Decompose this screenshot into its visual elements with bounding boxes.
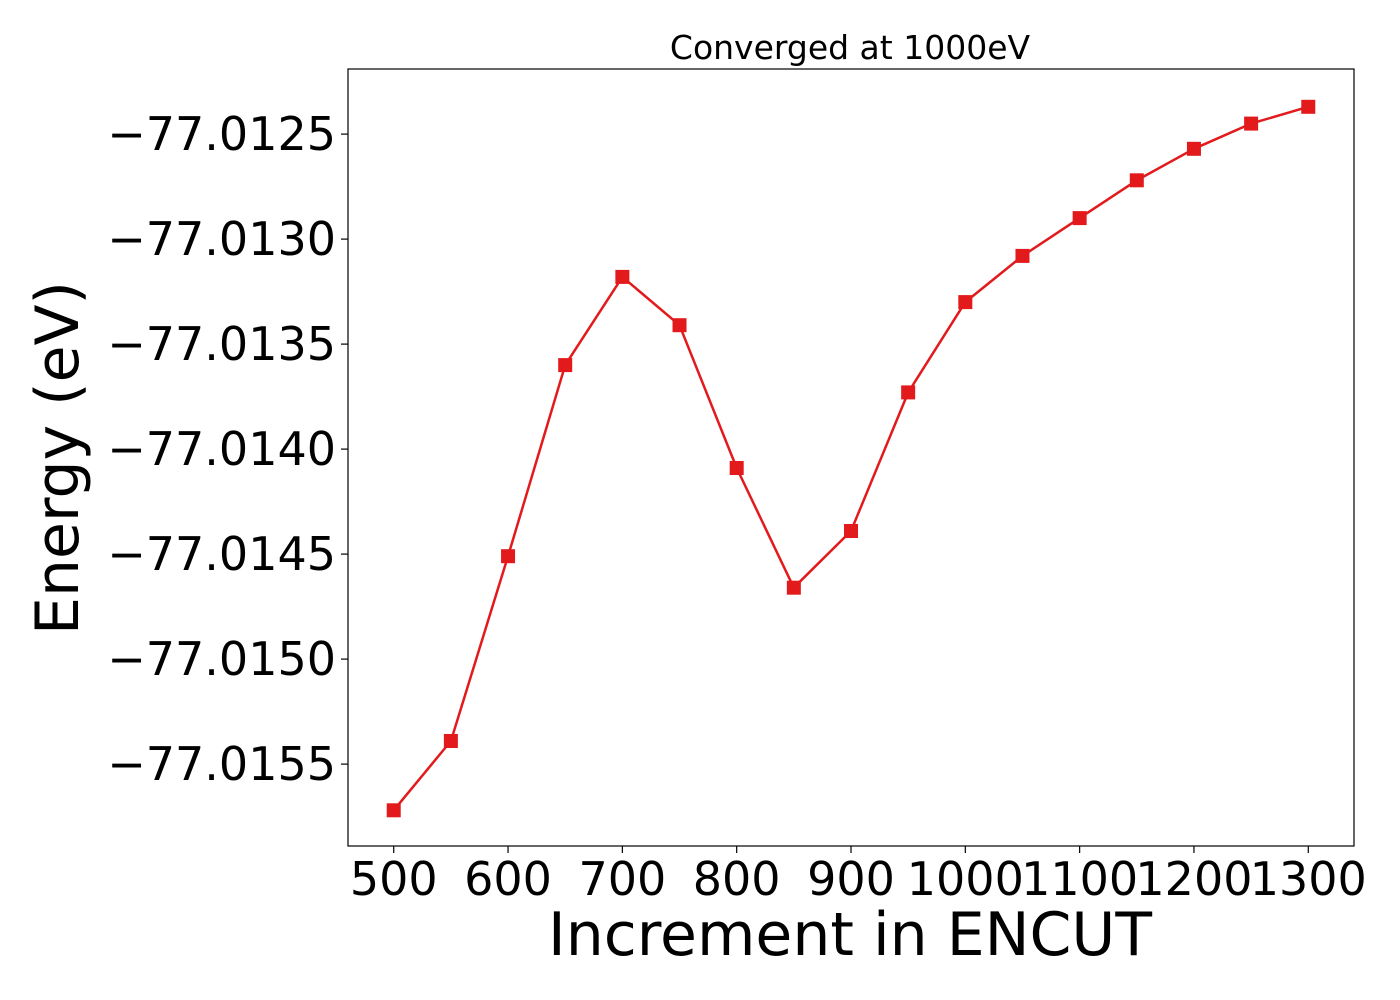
data-point-marker (1244, 116, 1259, 131)
x-tick-label: 1100 (1021, 852, 1138, 906)
data-point-marker (786, 580, 801, 595)
y-tick-label: −77.0135 (107, 317, 336, 371)
x-tick-label: 500 (350, 852, 438, 906)
y-tick-label: −77.0155 (107, 737, 336, 791)
data-point-marker (443, 734, 458, 748)
y-tick-label: −77.0145 (107, 527, 336, 581)
x-tick-label: 1200 (1135, 852, 1252, 906)
data-point-marker (901, 385, 916, 400)
y-axis-label: Energy (eV) (23, 281, 93, 635)
y-tick-label: −77.0140 (107, 422, 336, 476)
data-point-marker (1015, 248, 1030, 263)
y-tick-label: −77.0150 (107, 632, 336, 686)
data-point-marker (386, 803, 401, 818)
data-point-marker (729, 461, 744, 475)
data-point-marker (672, 318, 687, 333)
y-tick-label: −77.0130 (107, 212, 336, 266)
data-point-marker (558, 358, 573, 373)
data-point-marker (958, 295, 973, 310)
y-tick-label: −77.0125 (107, 107, 336, 161)
x-tick-label: 800 (693, 852, 781, 906)
x-tick-label: 1300 (1250, 852, 1367, 906)
x-tick-label: 900 (807, 852, 895, 906)
data-point-marker (501, 549, 516, 564)
x-axis-label: Increment in ENCUT (548, 900, 1152, 970)
x-tick-label: 1000 (907, 852, 1024, 906)
data-point-marker (1072, 211, 1087, 226)
data-point-marker (1129, 173, 1144, 188)
data-point-marker (615, 269, 630, 284)
chart-title: Converged at 1000eV (670, 28, 1031, 67)
x-tick-label: 700 (578, 852, 666, 906)
data-point-marker (1186, 141, 1201, 156)
data-point-marker (1301, 99, 1316, 114)
series-layer (386, 99, 1316, 818)
y-axis: −77.0155 −77.0150 −77.0145 −77.0140 −77.0135… (107, 107, 348, 791)
data-point-marker (844, 524, 858, 538)
x-tick-label: 600 (464, 852, 552, 906)
